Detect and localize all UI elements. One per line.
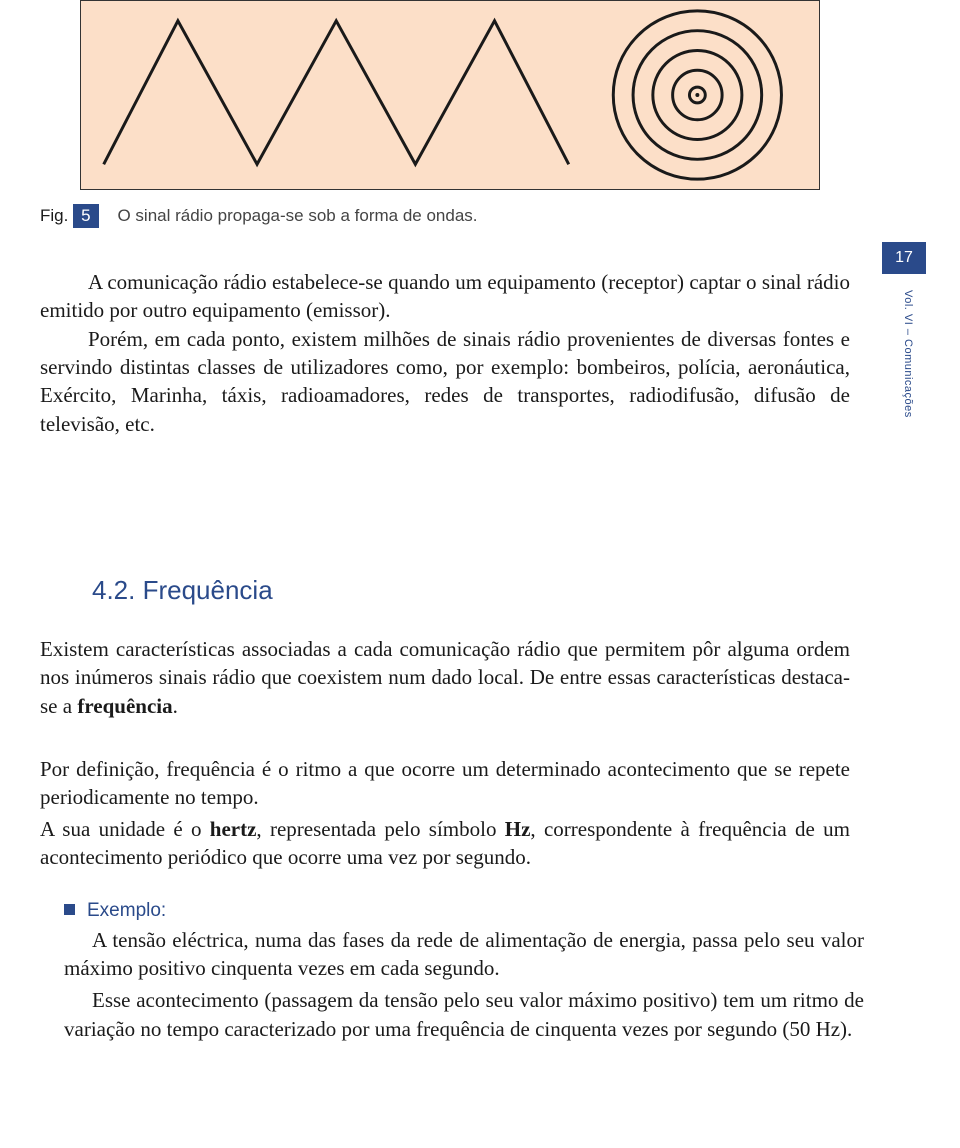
example-block: Exemplo: A tensão eléctrica, numa das fa… — [64, 895, 864, 1043]
paragraph-1b-text: Porém, em cada ponto, existem milhões de… — [40, 327, 850, 436]
figure-label: Fig. — [40, 206, 68, 225]
paragraph-3-text: Por definição, frequência é o ritmo a qu… — [40, 757, 850, 809]
page-number-badge: 17 — [882, 242, 926, 274]
paragraph-3: Por definição, frequência é o ritmo a qu… — [40, 755, 850, 812]
figure-caption: Fig. 5 O sinal rádio propaga-se sob a fo… — [40, 204, 478, 228]
example-label: Exemplo: — [87, 900, 166, 921]
paragraph-2-end: . — [173, 694, 178, 718]
triangle-wave — [104, 21, 569, 164]
wave-diagram-svg — [81, 1, 819, 189]
side-volume-label: Vol. VI – Comunicações — [902, 290, 914, 418]
paragraph-2-bold: frequência — [77, 694, 172, 718]
example-paragraph-2: Esse acontecimento (passagem da tensão p… — [64, 986, 864, 1043]
section-heading: 4.2. Frequência — [92, 575, 273, 606]
figure-number-badge: 5 — [73, 204, 98, 228]
paragraph-4-bold2: Hz — [505, 817, 531, 841]
concentric-circles — [613, 11, 781, 179]
paragraph-1-text: A comunicação rádio estabelece-se quando… — [40, 270, 850, 322]
example-label-row: Exemplo: — [64, 895, 864, 924]
square-bullet-icon — [64, 904, 75, 915]
example-p1-text: A tensão eléctrica, numa das fases da re… — [64, 928, 864, 980]
example-p2-text: Esse acontecimento (passagem da tensão p… — [64, 988, 864, 1040]
figure-caption-text: O sinal rádio propaga-se sob a forma de … — [117, 206, 477, 225]
example-paragraph-1: A tensão eléctrica, numa das fases da re… — [64, 926, 864, 983]
paragraph-intro: A comunicação rádio estabelece-se quando… — [40, 268, 850, 438]
paragraph-4a: A sua unidade é o — [40, 817, 210, 841]
paragraph-4b: , representada pelo símbolo — [256, 817, 504, 841]
figure-container — [80, 0, 820, 190]
paragraph-4: A sua unidade é o hertz, representada pe… — [40, 815, 850, 872]
paragraph-2: Existem características associadas a cad… — [40, 635, 850, 720]
paragraph-4-bold1: hertz — [210, 817, 257, 841]
